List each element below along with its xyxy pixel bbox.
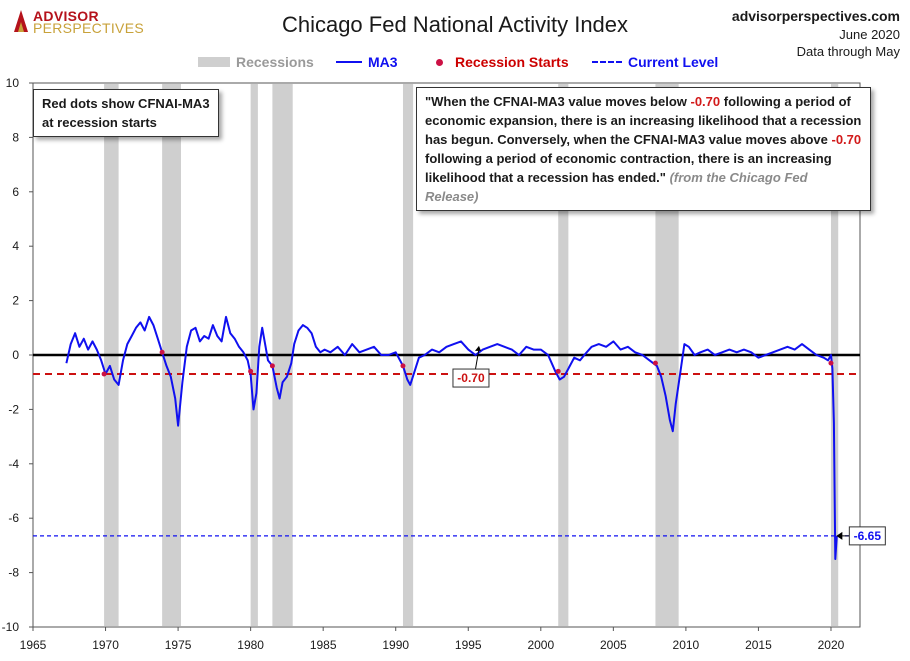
y-tick-label: -10 (2, 620, 20, 634)
callout-threshold-arrowhead (474, 345, 481, 351)
x-tick-label: 1980 (237, 638, 264, 652)
callout-threshold-arrow (474, 348, 480, 373)
legend-recession-starts-label: Recession Starts (455, 54, 569, 70)
y-tick-label: 0 (12, 348, 19, 362)
quote-value-1: -0.70 (690, 94, 721, 109)
recession-start-dot (555, 368, 561, 374)
quote-part-3: following a period of economic contracti… (425, 151, 832, 185)
quote-part-1: "When the CFNAI-MA3 value moves below (425, 94, 691, 109)
callout-current-arrowhead (836, 531, 843, 540)
callout-current-label: -6.65 (854, 529, 882, 543)
legend-ma3-swatch (336, 61, 362, 63)
quote-value-2: -0.70 (831, 132, 862, 147)
legend: Recessions (198, 53, 314, 71)
x-tick-label: 1965 (20, 638, 47, 652)
x-tick-label: 2020 (818, 638, 845, 652)
legend-recession-start-dot (436, 58, 443, 66)
source-site: advisorperspectives.com (731, 8, 900, 24)
y-tick-label: -6 (8, 511, 19, 525)
y-tick-label: 8 (12, 130, 19, 144)
data-through: Data through May (796, 44, 900, 59)
x-tick-label: 2000 (527, 638, 554, 652)
chart-title: Chicago Fed National Activity Index (281, 12, 629, 37)
legend-ma3: MA3 (336, 53, 398, 71)
x-tick-label: 2005 (600, 638, 627, 652)
x-tick-label: 1975 (165, 638, 192, 652)
callout-threshold-box (452, 368, 490, 388)
recession-start-dot (159, 349, 165, 355)
callout-threshold-label: -0.70 (457, 371, 485, 385)
legend-recessions-label: Recessions (236, 54, 314, 70)
x-tick-label: 1995 (455, 638, 482, 652)
y-tick-label: 4 (12, 239, 19, 253)
y-tick-label: 2 (12, 294, 19, 308)
x-tick-label: 1990 (382, 638, 409, 652)
recession-start-dot (400, 363, 406, 369)
legend-recession-starts: Recession Starts (436, 53, 569, 71)
ma3-series-line (65, 315, 838, 560)
recession-start-dot (248, 368, 254, 374)
x-tick-label: 2010 (673, 638, 700, 652)
y-tick-label: 6 (12, 185, 19, 199)
note-red-dots-line2: at recession starts (42, 115, 157, 130)
recession-start-dot (269, 363, 275, 369)
x-tick-label: 1970 (92, 638, 119, 652)
legend-current: Current Level (592, 53, 718, 71)
y-tick-label: -2 (8, 402, 19, 416)
legend-recessions-swatch (198, 57, 230, 67)
note-red-dots: Red dots show CFNAI-MA3 at recession sta… (33, 89, 219, 137)
y-tick-label: -8 (8, 566, 19, 580)
recession-start-dot (652, 360, 658, 366)
logo-text-top: ADVISOR (33, 8, 99, 24)
callout-current-box (848, 526, 886, 546)
recession-start-dot (828, 360, 834, 366)
report-date: June 2020 (839, 27, 900, 42)
recession-start-dot (101, 371, 107, 377)
legend-ma3-label: MA3 (368, 54, 398, 70)
x-tick-label: 1985 (310, 638, 337, 652)
quote-citation: (from the Chicago Fed Release) (425, 170, 808, 204)
y-tick-label: -4 (8, 457, 19, 471)
quote-part-2: following a period of economic expansion… (425, 94, 862, 147)
legend-current-label: Current Level (628, 54, 719, 70)
logo-text-bottom: PERSPECTIVES (33, 20, 144, 36)
legend-current-swatch (592, 61, 622, 63)
logo-mark (14, 10, 28, 32)
note-quote: "When the CFNAI-MA3 value moves below -0… (416, 87, 871, 211)
x-tick-label: 2015 (745, 638, 772, 652)
note-red-dots-line1: Red dots show CFNAI-MA3 (42, 96, 210, 111)
y-tick-label: 10 (6, 76, 20, 90)
